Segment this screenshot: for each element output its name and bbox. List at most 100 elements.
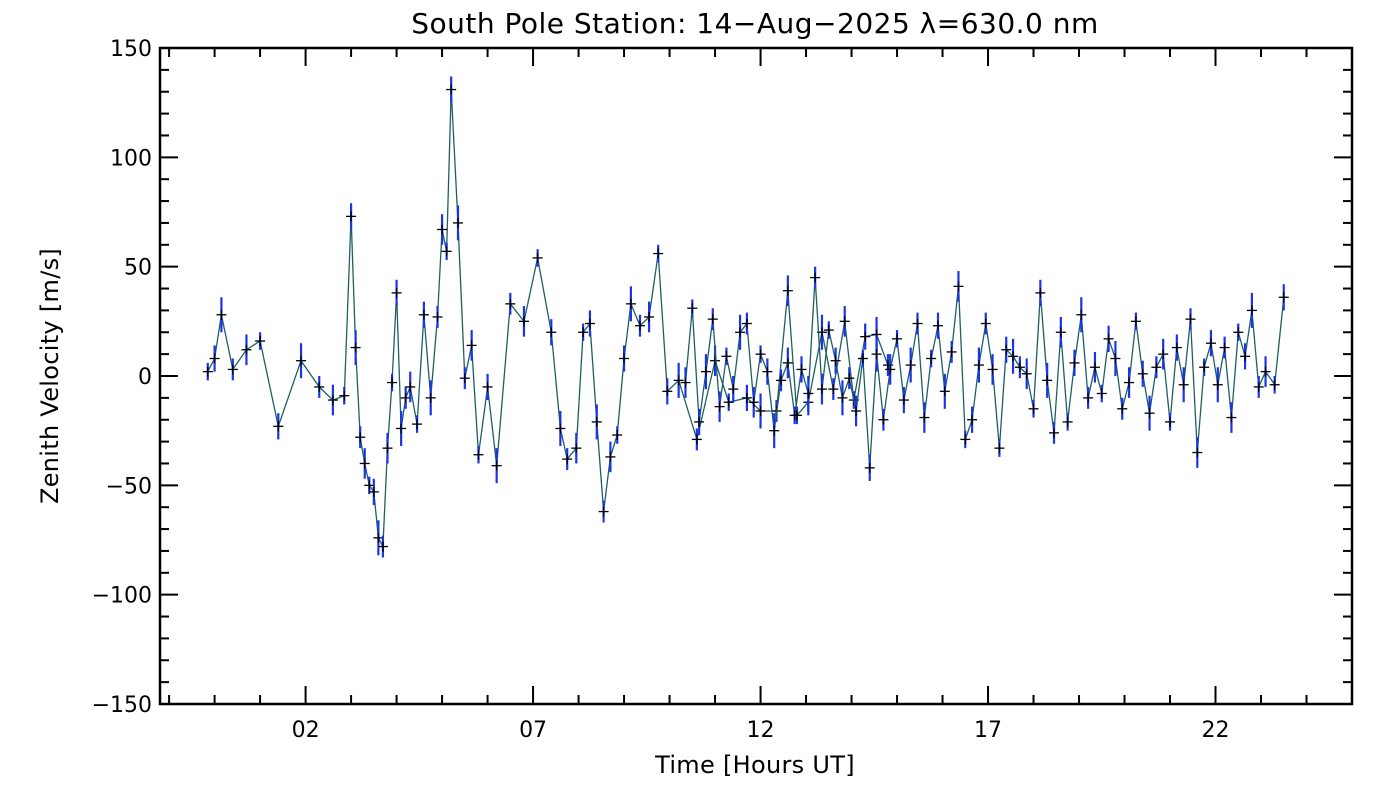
data-point [662,386,673,397]
data-point [714,401,725,412]
x-tick-label: 22 [1202,718,1230,743]
data-point [885,364,896,375]
data-point [776,375,787,386]
data-point [227,364,238,375]
data-point [437,224,448,235]
y-tick-label: 0 [138,365,152,390]
data-point [377,541,388,552]
data-point [710,355,721,366]
data-point [359,458,370,469]
data-point [735,327,746,338]
data-point [1226,412,1237,423]
data-point [546,327,557,338]
x-tick-label: 12 [747,718,775,743]
data-point [273,421,284,432]
data-point [327,395,338,406]
data-point [1130,316,1141,327]
data-point [453,217,463,228]
data-point [892,333,903,344]
data-point [241,344,252,355]
data-point [346,211,357,222]
data-point [912,318,923,329]
data-point [1212,379,1223,390]
data-point [491,460,502,471]
data-point [1205,338,1216,349]
y-tick-label: −50 [106,474,152,499]
data-point [1021,368,1032,379]
data-point [1278,292,1289,303]
data-point [707,314,718,325]
data-point [926,353,937,364]
data-point [339,390,350,401]
data-point [368,486,379,497]
data-point [844,373,855,384]
y-tick-label: 100 [110,146,152,171]
data-point [1151,362,1162,373]
x-tick-label: 07 [519,718,547,743]
data-point [687,303,698,314]
y-tick-label: 150 [110,37,152,62]
data-point [425,392,436,403]
data-point [803,388,814,399]
data-point [1185,314,1196,325]
data-point [1008,351,1019,362]
data-point [1253,381,1264,392]
data-point [987,364,998,375]
data-point [405,381,416,392]
data-point [255,336,266,347]
data-point [823,325,834,336]
data-point [728,384,739,395]
data-point [919,412,930,423]
data-point [625,298,636,309]
data-point [482,381,493,392]
data-point [1062,416,1073,427]
data-point [1103,333,1114,344]
series-line [684,277,1285,468]
data-point [412,419,423,430]
data-point [555,423,566,434]
data-point [1165,416,1176,427]
x-axis-label: Time [Hours UT] [654,751,855,779]
data-point [387,377,398,388]
data-point [1096,388,1107,399]
axis-tick-labels: 02 07 12 17 22 150 100 50 0 −50 −100 −150 [92,37,1230,743]
data-point [871,349,882,360]
data-point [1144,408,1155,419]
y-tick-label: −150 [92,693,152,718]
data-point [1260,366,1271,377]
data-point [816,384,827,395]
data-point [400,392,411,403]
data-point [721,351,732,362]
data-point [1137,368,1148,379]
data-point [605,451,616,462]
data-point [466,340,477,351]
data-point [755,349,766,360]
y-tick-label: 50 [124,256,152,281]
data-point [364,480,375,491]
data-point [782,285,793,296]
data-point [700,366,711,377]
data-point [782,357,793,368]
data-point [296,355,307,366]
data-point [810,272,821,283]
data-point [612,430,623,441]
data-point [1014,362,1025,373]
data-point [837,392,848,403]
data-point [932,320,943,331]
plot-frame [158,46,1354,706]
data-point [350,342,361,353]
data-point [1001,344,1012,355]
data-point [644,311,655,322]
data-point [1233,327,1244,338]
data-point [878,414,889,425]
data-point [562,454,573,465]
data-point [1171,342,1182,353]
data-point [1124,377,1135,388]
data-point [432,311,443,322]
data-point [898,395,909,406]
data-point [796,364,807,375]
data-point [634,320,645,331]
data-point [619,353,630,364]
